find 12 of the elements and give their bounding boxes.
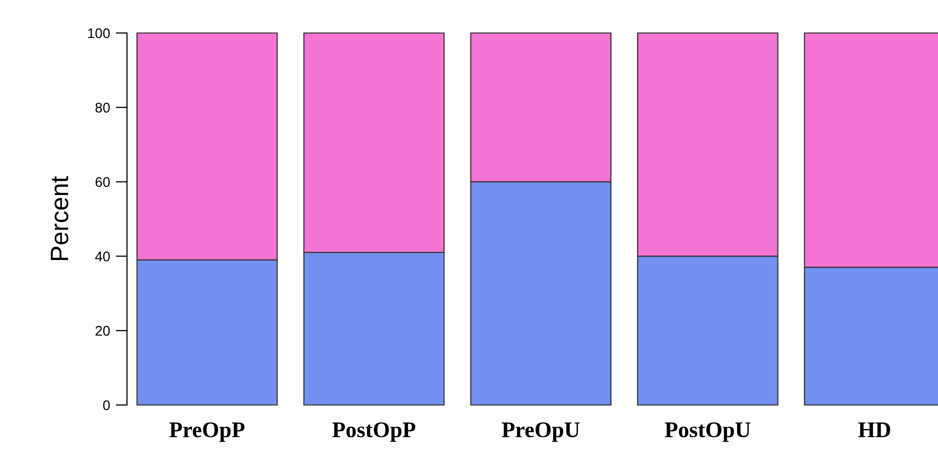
- x-tick-label: PostOpP: [332, 422, 416, 442]
- y-tick-label: 40: [95, 252, 110, 262]
- x-tick-label: PreOpP: [169, 422, 245, 442]
- y-tick-label: 0: [103, 400, 110, 410]
- y-tick-label: 20: [96, 326, 110, 336]
- y-axis-title: Percent: [50, 176, 68, 260]
- y-tick-label: 80: [95, 102, 110, 113]
- x-tick-label: PostOpU: [664, 422, 750, 442]
- y-tick-label: 100: [88, 28, 110, 38]
- y-tick-label: 60: [96, 177, 110, 187]
- x-tick-label: HD: [858, 422, 890, 438]
- x-tick-label: PreOpU: [502, 422, 580, 442]
